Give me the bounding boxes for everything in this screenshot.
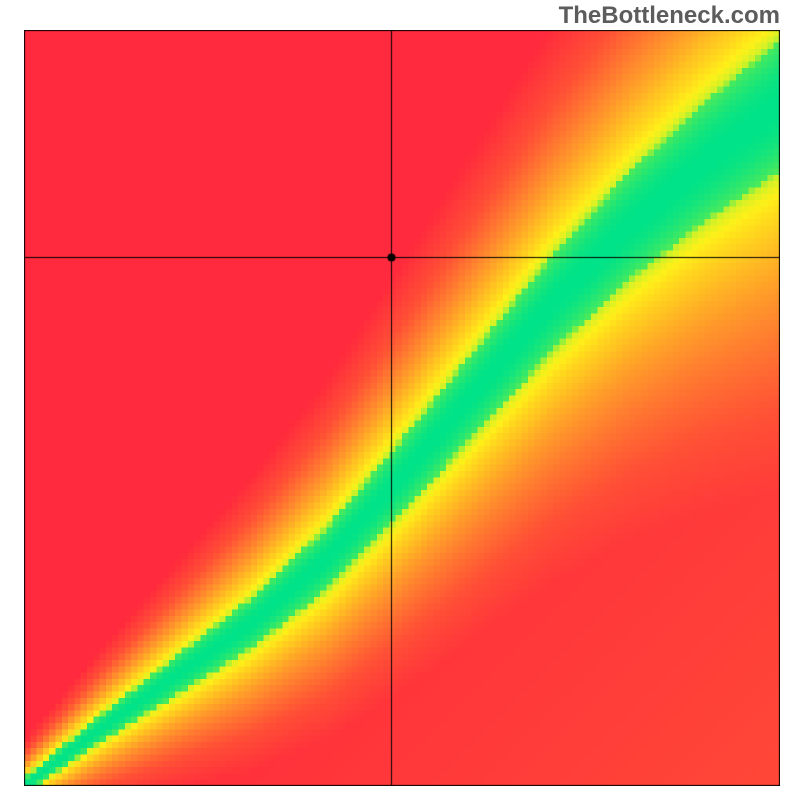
watermark-text: TheBottleneck.com: [559, 2, 780, 30]
crosshair-overlay: [24, 30, 780, 786]
